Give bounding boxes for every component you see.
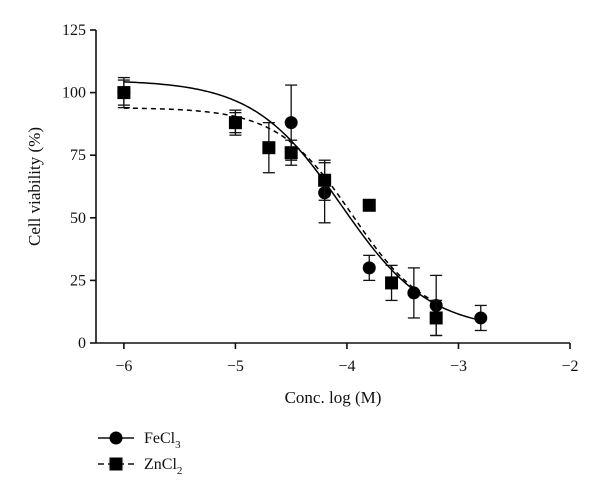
legend-label: ZnCl2 xyxy=(144,456,182,477)
y-ticks: 0 25 50 75 100 125 xyxy=(62,22,96,352)
legend-item: ZnCl2 xyxy=(98,456,182,477)
fit-curve xyxy=(123,107,437,304)
data-point xyxy=(284,116,298,130)
series-zncl2 xyxy=(117,79,443,337)
x-tick-label: −3 xyxy=(450,358,467,375)
data-point xyxy=(474,311,488,325)
data-point xyxy=(284,146,298,160)
data-point xyxy=(117,86,131,100)
data-point xyxy=(318,173,332,187)
data-point xyxy=(385,276,399,290)
data-point xyxy=(407,286,421,300)
legend: FeCl3 ZnCl2 xyxy=(98,430,182,477)
series-fecl3 xyxy=(117,76,488,337)
data-point xyxy=(362,198,376,212)
legend-label: FeCl3 xyxy=(144,430,181,451)
x-tick-label: −4 xyxy=(338,358,355,375)
x-tick-label: −2 xyxy=(561,358,578,375)
y-tick-label: 75 xyxy=(70,147,86,164)
y-tick-label: 25 xyxy=(70,272,86,289)
legend-label-subscript: 2 xyxy=(177,465,183,477)
x-tick-label: −6 xyxy=(115,358,132,375)
legend-label-subscript: 3 xyxy=(175,439,181,451)
y-tick-label: 100 xyxy=(62,85,86,102)
legend-marker xyxy=(109,431,123,445)
data-point xyxy=(262,141,276,155)
y-tick-label: 125 xyxy=(62,22,86,39)
legend-item: FeCl3 xyxy=(98,430,181,451)
x-ticks: −6 −5 −4 −3 −2 xyxy=(115,343,579,375)
y-tick-label: 0 xyxy=(78,335,86,352)
x-axis-title: Conc. log (M) xyxy=(285,388,382,407)
legend-marker xyxy=(109,457,123,471)
data-point xyxy=(362,261,376,275)
data-point xyxy=(228,116,242,130)
data-point xyxy=(429,311,443,325)
y-axis-title: Cell viability (%) xyxy=(25,127,44,246)
x-tick-label: −5 xyxy=(227,358,244,375)
y-tick-label: 50 xyxy=(70,210,86,227)
axes xyxy=(95,30,570,344)
series-layer xyxy=(117,76,488,337)
fit-curve xyxy=(123,81,481,322)
